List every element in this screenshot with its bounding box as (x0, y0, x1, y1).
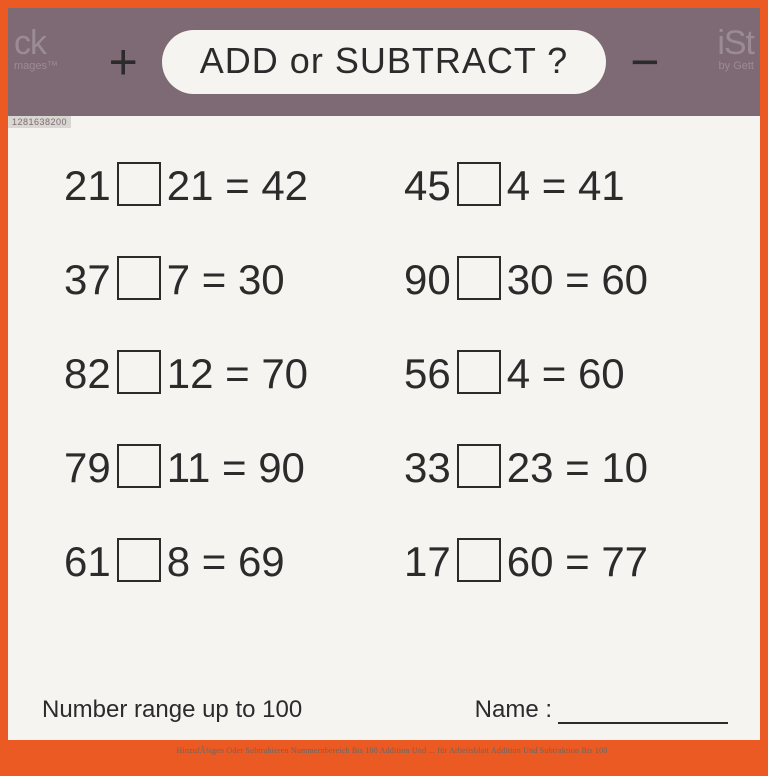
operand-b: 8 (167, 538, 190, 586)
equals: = (210, 444, 258, 492)
stock-id-badge: 1281638200 (8, 116, 71, 128)
result: 60 (578, 350, 625, 398)
operator-box[interactable] (117, 350, 161, 394)
operand-a: 56 (404, 350, 451, 398)
watermark-left-big: ck (14, 26, 58, 60)
operand-b: 4 (507, 350, 530, 398)
equals: = (553, 538, 601, 586)
minus-symbol: − (630, 33, 659, 91)
watermark-right-small: by Gett (717, 60, 754, 73)
equals: = (190, 538, 238, 586)
name-field: Name : (475, 696, 728, 724)
name-label: Name : (475, 696, 552, 724)
operator-box[interactable] (457, 162, 501, 206)
watermark-left-small: mages™ (14, 60, 58, 73)
worksheet-footer: Number range up to 100 Name : (8, 686, 760, 740)
equals: = (190, 256, 238, 304)
operand-b: 11 (167, 444, 211, 492)
result: 90 (258, 444, 305, 492)
operator-box[interactable] (117, 256, 161, 300)
operator-box[interactable] (117, 538, 161, 582)
operand-b: 12 (167, 350, 214, 398)
equals: = (530, 162, 578, 210)
operand-b: 30 (507, 256, 554, 304)
watermark-left: ck mages™ (14, 26, 58, 73)
operand-a: 37 (64, 256, 111, 304)
operand-b: 7 (167, 256, 190, 304)
operand-b: 60 (507, 538, 554, 586)
result: 41 (578, 162, 625, 210)
equals: = (530, 350, 578, 398)
operator-box[interactable] (457, 350, 501, 394)
equation: 79 11 = 90 (64, 444, 380, 492)
worksheet-card: ck mages™ by Getty Images iSt by Gett + … (8, 8, 760, 740)
operator-box[interactable] (457, 444, 501, 488)
operand-a: 61 (64, 538, 111, 586)
equation: 33 23 = 10 (404, 444, 720, 492)
title-pill: ADD or SUBTRACT ? (162, 30, 606, 94)
result: 70 (261, 350, 308, 398)
outer-frame: ck mages™ by Getty Images iSt by Gett + … (0, 0, 768, 776)
operand-a: 17 (404, 538, 451, 586)
equation: 17 60 = 77 (404, 538, 720, 586)
operator-box[interactable] (457, 538, 501, 582)
equals: = (553, 444, 601, 492)
operator-box[interactable] (117, 162, 161, 206)
operand-a: 21 (64, 162, 111, 210)
result: 10 (601, 444, 648, 492)
equals: = (213, 162, 261, 210)
equals: = (213, 350, 261, 398)
problem-grid: 21 21 = 42 45 4 = 41 37 7 = 30 (8, 116, 760, 606)
operand-a: 33 (404, 444, 451, 492)
equation: 45 4 = 41 (404, 162, 720, 210)
image-caption: HinzufÃ¼gen Oder Subtrahieren Nummernber… (8, 740, 768, 755)
operand-b: 4 (507, 162, 530, 210)
result: 42 (261, 162, 308, 210)
operand-a: 90 (404, 256, 451, 304)
operand-a: 79 (64, 444, 111, 492)
equation: 37 7 = 30 (64, 256, 380, 304)
watermark-right-big: iSt (717, 26, 754, 60)
equation: 90 30 = 60 (404, 256, 720, 304)
name-input-line[interactable] (558, 704, 728, 724)
result: 69 (238, 538, 285, 586)
equals: = (553, 256, 601, 304)
result: 77 (601, 538, 648, 586)
result: 60 (601, 256, 648, 304)
worksheet-header: ck mages™ by Getty Images iSt by Gett + … (8, 8, 760, 116)
watermark-right: iSt by Gett (717, 26, 754, 73)
operator-box[interactable] (117, 444, 161, 488)
equation: 21 21 = 42 (64, 162, 380, 210)
equation: 56 4 = 60 (404, 350, 720, 398)
operand-a: 45 (404, 162, 451, 210)
plus-symbol: + (109, 33, 138, 91)
operand-b: 23 (507, 444, 554, 492)
result: 30 (238, 256, 285, 304)
equation: 82 12 = 70 (64, 350, 380, 398)
operator-box[interactable] (457, 256, 501, 300)
operand-b: 21 (167, 162, 214, 210)
number-range-label: Number range up to 100 (42, 696, 302, 724)
operand-a: 82 (64, 350, 111, 398)
equation: 61 8 = 69 (64, 538, 380, 586)
